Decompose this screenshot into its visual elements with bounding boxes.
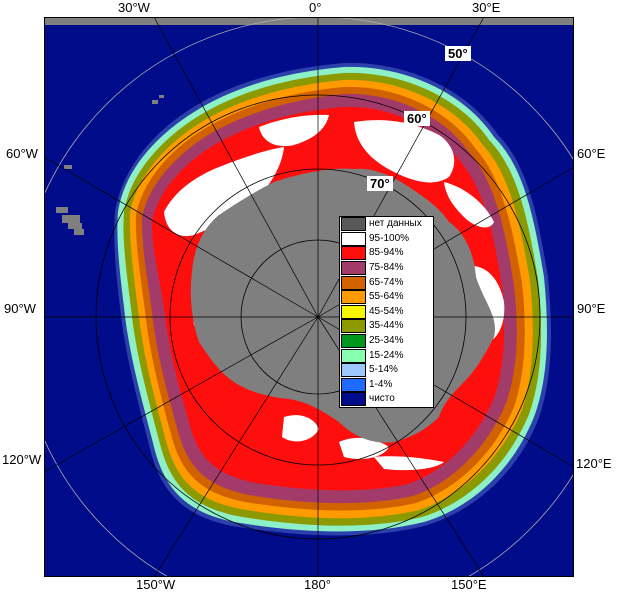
legend-item: чисто xyxy=(340,392,433,407)
lon-label-right-60e: 60°E xyxy=(577,146,606,161)
lon-label-top-30w: 30°W xyxy=(118,0,150,15)
legend-item: 85-94% xyxy=(340,246,433,261)
lon-label-bottom-150e: 150°E xyxy=(451,577,487,592)
legend-item: 15-24% xyxy=(340,348,433,363)
legend-label: 45-54% xyxy=(369,305,404,317)
legend-label: 65-74% xyxy=(369,276,404,288)
lon-label-left-120w: 120°W xyxy=(2,452,42,467)
lon-label-top-0: 0° xyxy=(309,0,322,15)
legend-swatch xyxy=(341,275,366,290)
legend-item: нет данных xyxy=(340,217,433,232)
scattered-ice-left xyxy=(56,95,164,235)
legend-swatch xyxy=(341,261,366,276)
legend-swatch xyxy=(341,392,366,407)
legend-swatch xyxy=(341,348,366,363)
graticule xyxy=(44,17,574,577)
legend-item: 75-84% xyxy=(340,261,433,276)
legend: нет данных 95-100% 85-94% 75-84% 65-74% 55-64… xyxy=(339,216,434,408)
legend-item: 25-34% xyxy=(340,334,433,349)
legend-swatch xyxy=(341,231,366,246)
legend-swatch xyxy=(341,246,366,261)
legend-item: 1-4% xyxy=(340,377,433,393)
lon-label-bottom-180: 180° xyxy=(304,577,331,592)
legend-label: 1-4% xyxy=(369,378,393,390)
legend-label: 15-24% xyxy=(369,349,404,361)
legend-swatch xyxy=(341,363,366,378)
no-data-strip xyxy=(44,17,574,25)
lat-label-50: 50° xyxy=(445,46,471,61)
legend-label: 85-94% xyxy=(369,247,404,259)
legend-label: 5-14% xyxy=(369,364,398,376)
legend-item: 35-44% xyxy=(340,319,433,334)
legend-swatch xyxy=(341,377,366,392)
lon-label-bottom-150w: 150°W xyxy=(136,577,176,592)
legend-label: чисто xyxy=(369,393,395,405)
lat-label-70: 70° xyxy=(367,176,393,191)
legend-label: 95-100% xyxy=(369,232,410,244)
map-frame xyxy=(44,17,574,577)
lat-label-60: 60° xyxy=(404,111,430,126)
sea-ice-map xyxy=(44,17,574,577)
lon-label-right-90e: 90°E xyxy=(577,301,606,316)
legend-swatch xyxy=(341,217,366,232)
legend-swatch xyxy=(341,290,366,305)
lon-label-left-60w: 60°W xyxy=(6,146,38,161)
legend-label: 55-64% xyxy=(369,291,404,303)
legend-item: 45-54% xyxy=(340,304,433,320)
legend-label: 25-34% xyxy=(369,335,404,347)
lon-label-left-90w: 90°W xyxy=(4,301,36,316)
lon-label-top-30e: 30°E xyxy=(472,0,501,15)
legend-label: нет данных xyxy=(369,218,422,230)
legend-item: 95-100% xyxy=(340,231,433,247)
legend-swatch xyxy=(341,334,366,349)
lon-label-right-120e: 120°E xyxy=(576,456,612,471)
legend-item: 65-74% xyxy=(340,275,433,290)
ice-band-95-100 xyxy=(164,114,505,471)
legend-label: 35-44% xyxy=(369,320,404,332)
legend-item: 55-64% xyxy=(340,290,433,305)
legend-label: 75-84% xyxy=(369,262,404,274)
legend-swatch xyxy=(341,319,366,334)
legend-swatch xyxy=(341,304,366,319)
legend-item: 5-14% xyxy=(340,363,433,378)
